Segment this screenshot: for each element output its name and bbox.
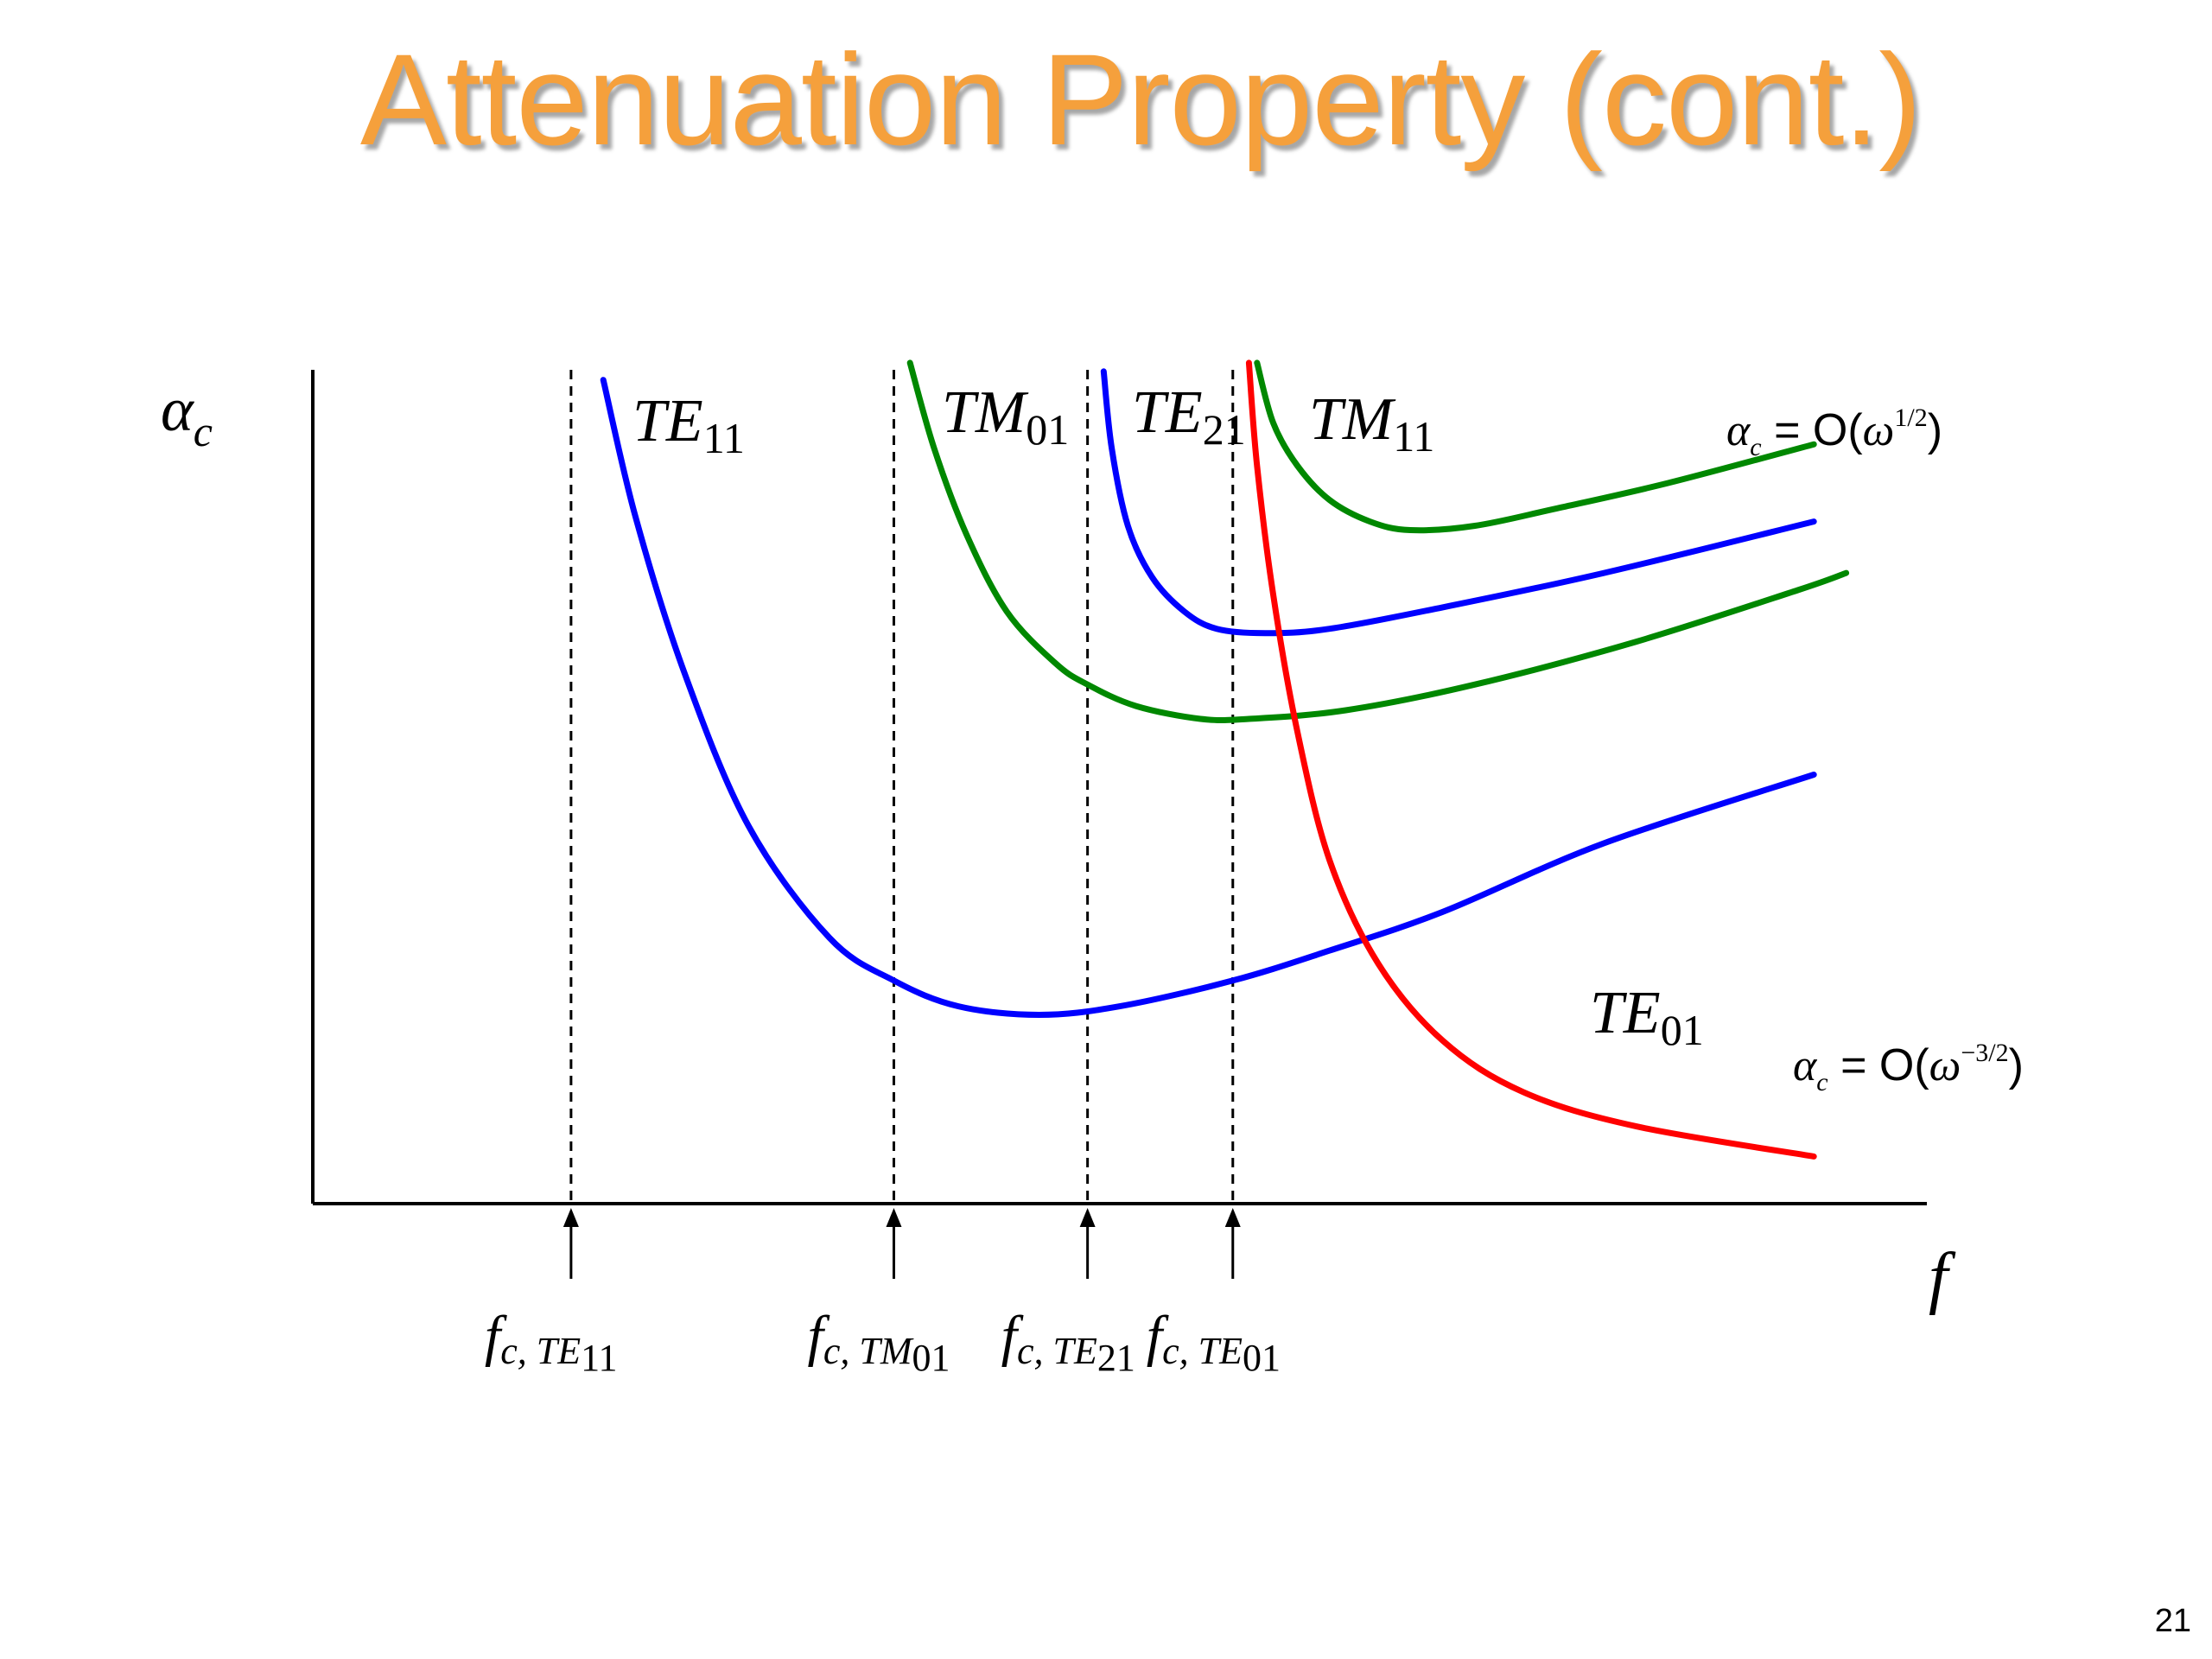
series-label-main: TM (942, 379, 1029, 446)
y-axis-label-main: α (161, 375, 194, 444)
y-axis-label: αc (161, 375, 213, 455)
cutoff-label: fc, TM01 (807, 1305, 950, 1379)
trend-exp: 1/2 (1894, 404, 1927, 432)
cutoff-arrow-head (563, 1208, 579, 1227)
series-label-tm01: TM01 (942, 379, 1069, 454)
series-label-te01: TE01 (1590, 980, 1704, 1054)
series-label-sub: 21 (1203, 405, 1246, 454)
series-line-te21 (1100, 368, 1817, 637)
cutoff-arrow-head (1079, 1208, 1096, 1227)
series-line-te11 (600, 377, 1817, 1018)
series-label-te11: TE11 (632, 388, 745, 462)
series-label-main: TE (632, 388, 703, 454)
trend-alpha-sub: c (1750, 433, 1761, 461)
trend-eq: = O( (1828, 1040, 1930, 1090)
trend-alpha: α (1793, 1041, 1818, 1090)
y-axis-label-sub: c (194, 407, 213, 455)
cutoff-label: fc, TE11 (485, 1305, 618, 1379)
series-label-sub: 11 (703, 414, 745, 462)
series-label-main: TM (1309, 386, 1396, 453)
series-label-sub: 01 (1661, 1006, 1704, 1054)
series-line-tm11 (1254, 359, 1817, 534)
trend-omega: ω (1863, 406, 1895, 455)
trend-omega: ω (1929, 1041, 1961, 1090)
cutoff-layer: fc, TE11 fc, TM01 fc, TE21 fc, TE01 (485, 370, 1281, 1379)
cutoff-arrow-head (1224, 1208, 1241, 1227)
cutoff-label: fc, TE21 (1001, 1305, 1135, 1379)
x-axis-label: f (1929, 1240, 1956, 1316)
series-label-te21: TE21 (1132, 379, 1246, 454)
cutoff-label-subsub: 01 (1243, 1337, 1281, 1379)
trend-eq: = O( (1762, 405, 1864, 455)
cutoff-label-subsub: 11 (581, 1337, 617, 1379)
series-line-tm01 (906, 359, 1850, 723)
cutoff-label-subsub: 21 (1097, 1337, 1135, 1379)
high-frequency-trend: αc = O(ω1/2) (1726, 404, 1942, 461)
series-label-sub: 01 (1026, 405, 1069, 454)
series-layer (600, 359, 1850, 1160)
series-label-tm11: TM11 (1309, 386, 1434, 461)
series-label-main: TE (1132, 379, 1203, 446)
cutoff-label-sub: c, TM (823, 1330, 914, 1372)
cutoff-label-sub: c, TE (500, 1330, 581, 1372)
slide-title: Attenuation Property (cont.) (359, 27, 1922, 172)
series-label-main: TE (1590, 980, 1661, 1046)
page-number: 21 (2154, 1603, 2191, 1639)
trend-close: ) (2009, 1040, 2024, 1090)
series-line-te01 (1245, 359, 1817, 1160)
trend-exp: −3/2 (1961, 1039, 2008, 1067)
cutoff-label-sub: c, TE (1017, 1330, 1097, 1372)
cutoff-label-sub: c, TE (1162, 1330, 1243, 1372)
trend-close: ) (1928, 405, 1942, 455)
te01-trend: αc = O(ω−3/2) (1793, 1039, 2024, 1096)
trend-alpha: α (1726, 406, 1751, 455)
cutoff-label-subsub: 01 (912, 1337, 950, 1379)
cutoff-arrow-head (886, 1208, 902, 1227)
series-label-sub: 11 (1393, 412, 1434, 461)
trend-alpha-sub: c (1816, 1068, 1827, 1096)
cutoff-label: fc, TE01 (1147, 1305, 1281, 1379)
